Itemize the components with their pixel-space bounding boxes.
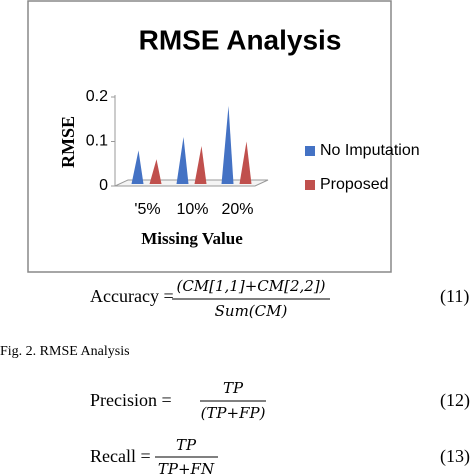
eq-denominator: Sum(CM) xyxy=(215,302,288,320)
x-tick-label: '5% xyxy=(134,201,160,218)
eq-lhs: Precision = xyxy=(90,390,172,410)
y-tick-label: 0.2 xyxy=(86,88,108,105)
x-axis-label: Missing Value xyxy=(141,229,243,248)
eq-number: (13) xyxy=(440,446,470,467)
chart-frame xyxy=(27,0,392,273)
x-tick-label: 10% xyxy=(176,201,208,218)
eq-numerator: TP xyxy=(223,379,244,397)
cone xyxy=(239,141,252,184)
cone xyxy=(194,145,207,184)
legend-swatch xyxy=(305,146,315,156)
eq-denominator: TP+FN xyxy=(158,460,215,476)
cone xyxy=(176,137,189,184)
cone xyxy=(131,150,144,184)
legend-swatch xyxy=(305,180,315,190)
eq-numerator: TP xyxy=(176,436,197,454)
x-tick-label: 20% xyxy=(221,201,253,218)
y-tick-label: 0 xyxy=(99,177,108,194)
eq-lhs: Recall = xyxy=(90,446,151,466)
cone xyxy=(221,105,234,184)
figure-caption: Fig. 2. RMSE Analysis xyxy=(0,344,130,359)
y-axis-label: RMSE xyxy=(58,116,78,168)
cone xyxy=(149,159,162,184)
eq-lhs: Accuracy = xyxy=(90,286,174,306)
chart-title: RMSE Analysis xyxy=(139,24,342,55)
eq-number: (11) xyxy=(440,286,469,307)
eq-denominator: (TP+FP) xyxy=(201,404,266,422)
eq-number: (12) xyxy=(440,390,470,411)
legend-label: No Imputation xyxy=(320,142,420,159)
legend-label: Proposed xyxy=(320,176,389,193)
y-tick-label: 0.1 xyxy=(86,133,108,150)
eq-numerator: (CM[1,1]+CM[2,2]) xyxy=(176,277,325,295)
